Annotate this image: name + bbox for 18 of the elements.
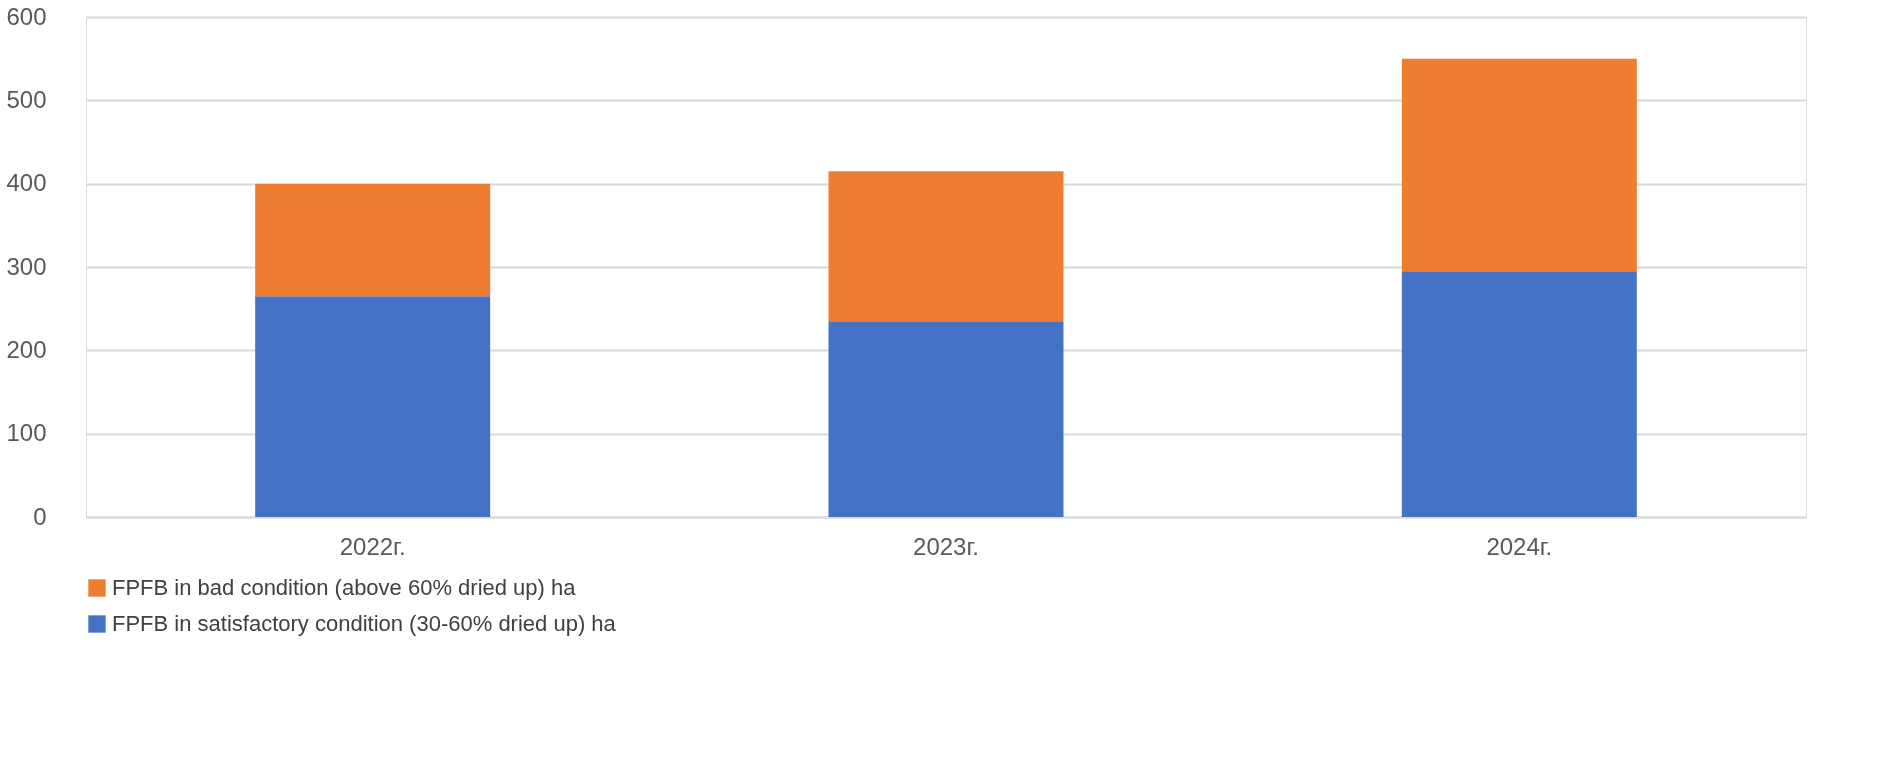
x-tick-label: 2022г. [339,532,406,560]
legend-label: FPFB in satisfactory condition (30-60% dried up) ha [112,611,617,636]
y-tick-label: 400 [6,169,47,197]
x-tick-label: 2023г. [913,532,979,560]
y-tick-label: 100 [6,419,47,447]
x-tick-label: 2024г. [1486,532,1553,560]
bar [1401,271,1637,517]
bar [255,183,491,297]
bar [255,296,491,517]
y-tick-label: 500 [6,85,47,113]
y-tick-label: 0 [33,502,47,530]
legend-label: FPFB in bad condition (above 60% dried up) ha [112,575,577,600]
bar [828,171,1064,322]
y-tick-label: 600 [6,2,47,30]
y-tick-label: 200 [6,335,47,363]
bar [1401,58,1637,272]
y-tick-label: 300 [6,252,47,280]
bar [828,321,1064,517]
